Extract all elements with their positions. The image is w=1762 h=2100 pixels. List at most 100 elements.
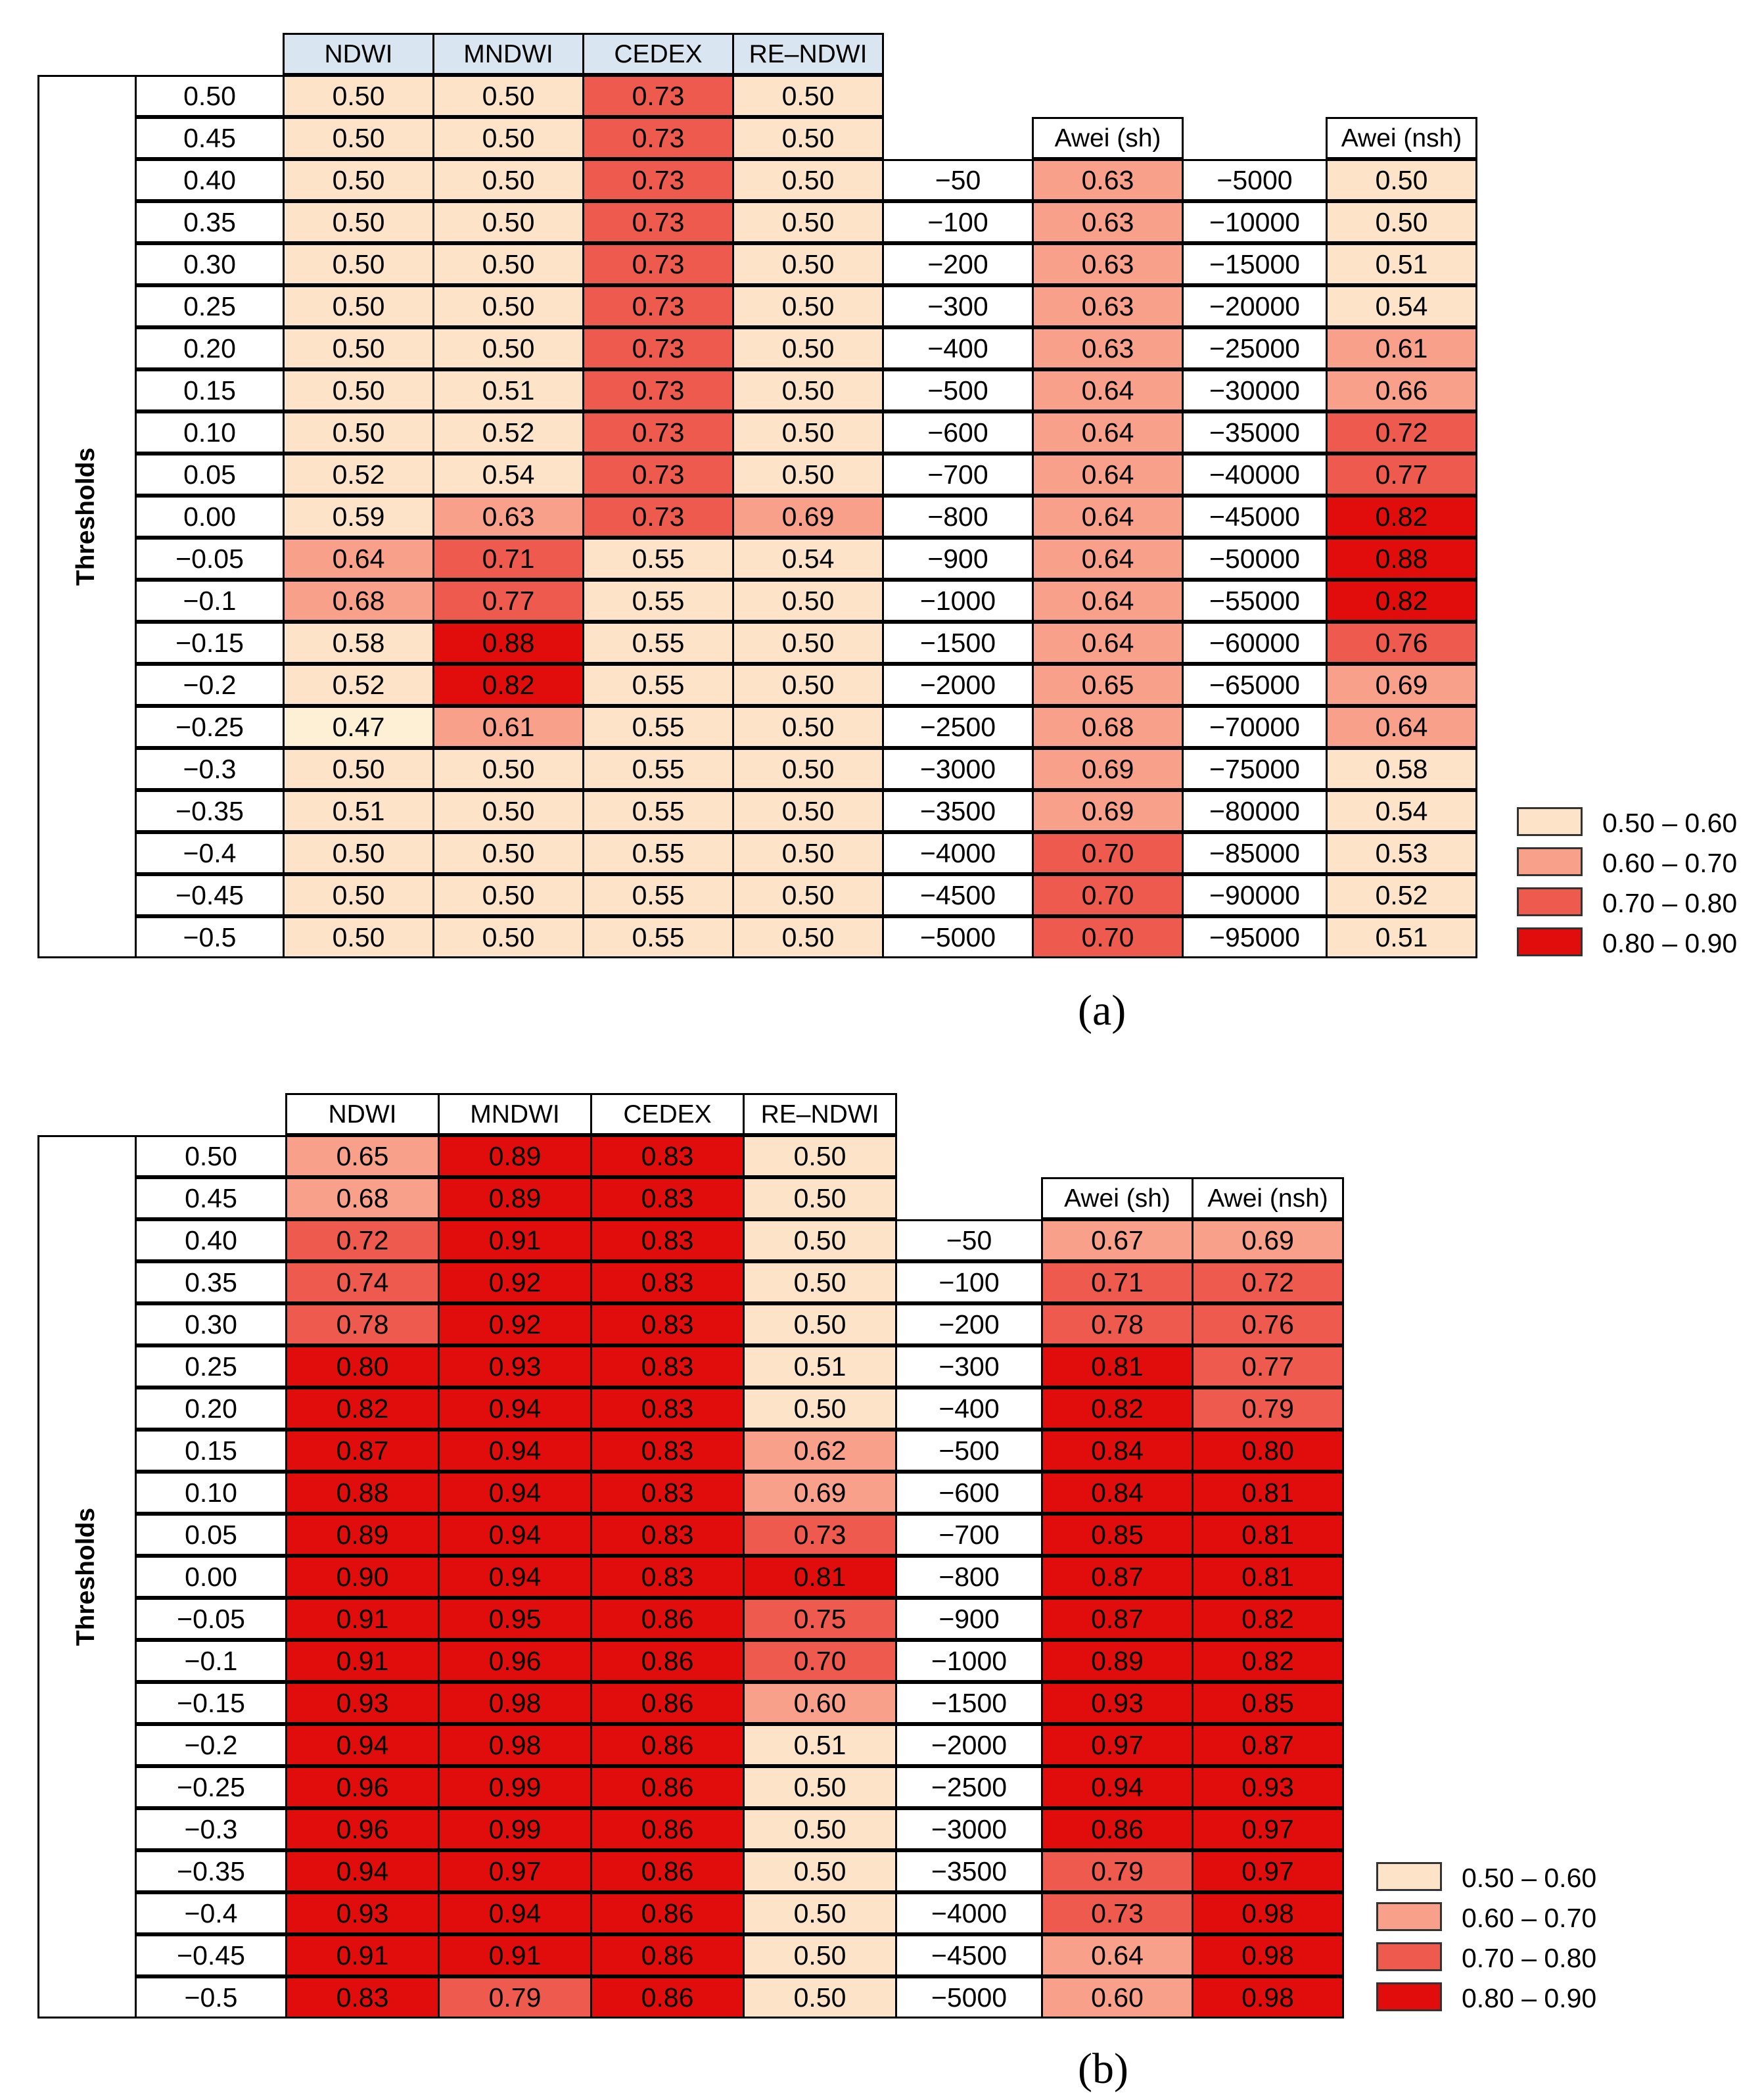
value-cell: 0.94	[438, 1892, 592, 1934]
column-header: NDWI	[283, 33, 434, 75]
threshold-cell: 0.00	[135, 496, 285, 538]
value-cell: 0.96	[285, 1766, 440, 1808]
awei-threshold-cell: −3000	[895, 1808, 1043, 1850]
panel-label-a: (a)	[1078, 987, 1126, 1035]
value-cell: 0.50	[732, 201, 884, 243]
value-cell: 0.47	[283, 706, 434, 748]
awei-nsh-threshold-cell: −50000	[1182, 538, 1328, 580]
awei-nsh-threshold-cell: −70000	[1182, 706, 1328, 748]
threshold-cell: −0.4	[135, 1892, 287, 1934]
threshold-cell: −0.5	[135, 1976, 287, 2018]
awei-threshold-cell: −1500	[895, 1682, 1043, 1724]
threshold-cell: −0.35	[135, 1850, 287, 1892]
awei-nsh-value-cell: 0.87	[1192, 1724, 1344, 1766]
value-cell: 0.55	[582, 790, 734, 832]
awei-sh-threshold-cell: −50	[882, 159, 1034, 201]
awei-sh-value-cell: 0.60	[1041, 1976, 1194, 2018]
value-cell: 0.83	[590, 1219, 745, 1261]
value-cell: 0.94	[438, 1388, 592, 1430]
value-cell: 0.99	[438, 1808, 592, 1850]
awei-nsh-value-cell: 0.72	[1192, 1261, 1344, 1303]
awei-sh-threshold-cell: −2000	[882, 664, 1034, 706]
value-cell: 0.50	[743, 1850, 897, 1892]
threshold-cell: −0.1	[135, 580, 285, 622]
awei-sh-value-cell: 0.64	[1041, 1934, 1194, 1976]
awei-sh-threshold-cell: −800	[882, 496, 1034, 538]
value-cell: 0.62	[743, 1430, 897, 1472]
value-cell: 0.73	[582, 369, 734, 411]
threshold-cell: −0.3	[135, 1808, 287, 1850]
value-cell: 0.69	[732, 496, 884, 538]
value-cell: 0.51	[432, 369, 584, 411]
awei-sh-threshold-cell: −3000	[882, 748, 1034, 790]
value-cell: 0.50	[732, 117, 884, 159]
row-axis-label-box	[37, 75, 137, 958]
value-cell: 0.78	[285, 1303, 440, 1345]
value-cell: 0.50	[432, 832, 584, 874]
threshold-cell: 0.15	[135, 369, 285, 411]
awei-nsh-threshold-cell: −75000	[1182, 748, 1328, 790]
value-cell: 0.91	[285, 1934, 440, 1976]
awei-nsh-value-cell: 0.54	[1326, 790, 1477, 832]
value-cell: 0.50	[743, 1976, 897, 2018]
threshold-cell: 0.25	[135, 285, 285, 327]
value-cell: 0.83	[590, 1135, 745, 1177]
awei-nsh-threshold-cell: −10000	[1182, 201, 1328, 243]
value-cell: 0.55	[582, 706, 734, 748]
column-header: RE–NDWI	[743, 1093, 897, 1135]
awei-sh-threshold-cell: −1500	[882, 622, 1034, 664]
value-cell: 0.96	[438, 1640, 592, 1682]
value-cell: 0.83	[590, 1472, 745, 1514]
threshold-cell: −0.05	[135, 538, 285, 580]
value-cell: 0.91	[438, 1934, 592, 1976]
value-cell: 0.50	[743, 1177, 897, 1219]
awei-sh-threshold-cell: −400	[882, 327, 1034, 369]
value-cell: 0.50	[743, 1808, 897, 1850]
value-cell: 0.73	[582, 411, 734, 454]
legend-swatch	[1517, 807, 1583, 836]
awei-nsh-value-cell: 0.93	[1192, 1766, 1344, 1808]
awei-sh-threshold-cell: −100	[882, 201, 1034, 243]
legend-label: 0.60 – 0.70	[1602, 848, 1738, 878]
value-cell: 0.51	[743, 1345, 897, 1388]
value-cell: 0.98	[438, 1682, 592, 1724]
awei-threshold-cell: −3500	[895, 1850, 1043, 1892]
awei-nsh-threshold-cell: −60000	[1182, 622, 1328, 664]
value-cell: 0.94	[438, 1472, 592, 1514]
legend-swatch	[1517, 887, 1583, 916]
awei-nsh-value-cell: 0.72	[1326, 411, 1477, 454]
awei-threshold-cell: −700	[895, 1514, 1043, 1556]
awei-sh-value-cell: 0.70	[1032, 832, 1184, 874]
legend-swatch	[1376, 1942, 1442, 1971]
value-cell: 0.86	[590, 1976, 745, 2018]
awei-nsh-value-cell: 0.81	[1192, 1556, 1344, 1598]
column-header: NDWI	[285, 1093, 440, 1135]
threshold-cell: 0.05	[135, 1514, 287, 1556]
awei-sh-value-cell: 0.97	[1041, 1724, 1194, 1766]
value-cell: 0.50	[283, 748, 434, 790]
threshold-cell: −0.25	[135, 1766, 287, 1808]
value-cell: 0.50	[432, 159, 584, 201]
awei-sh-value-cell: 0.86	[1041, 1808, 1194, 1850]
awei-sh-threshold-cell: −5000	[882, 916, 1034, 958]
value-cell: 0.50	[732, 622, 884, 664]
awei-sh-value-cell: 0.63	[1032, 243, 1184, 285]
threshold-cell: 0.35	[135, 1261, 287, 1303]
value-cell: 0.83	[285, 1976, 440, 2018]
value-cell: 0.55	[582, 874, 734, 916]
awei-threshold-cell: −900	[895, 1598, 1043, 1640]
awei-nsh-value-cell: 0.54	[1326, 285, 1477, 327]
awei-nsh-value-cell: 0.79	[1192, 1388, 1344, 1430]
awei-threshold-cell: −4500	[895, 1934, 1043, 1976]
awei-nsh-threshold-cell: −30000	[1182, 369, 1328, 411]
value-cell: 0.50	[743, 1388, 897, 1430]
awei-sh-value-cell: 0.69	[1032, 748, 1184, 790]
awei-nsh-value-cell: 0.98	[1192, 1976, 1344, 2018]
value-cell: 0.73	[582, 243, 734, 285]
awei-sh-value-cell: 0.71	[1041, 1261, 1194, 1303]
column-header: CEDEX	[582, 33, 734, 75]
value-cell: 0.50	[432, 916, 584, 958]
awei-sh-threshold-cell: −4500	[882, 874, 1034, 916]
awei-nsh-threshold-cell: −85000	[1182, 832, 1328, 874]
awei-threshold-cell: −1000	[895, 1640, 1043, 1682]
